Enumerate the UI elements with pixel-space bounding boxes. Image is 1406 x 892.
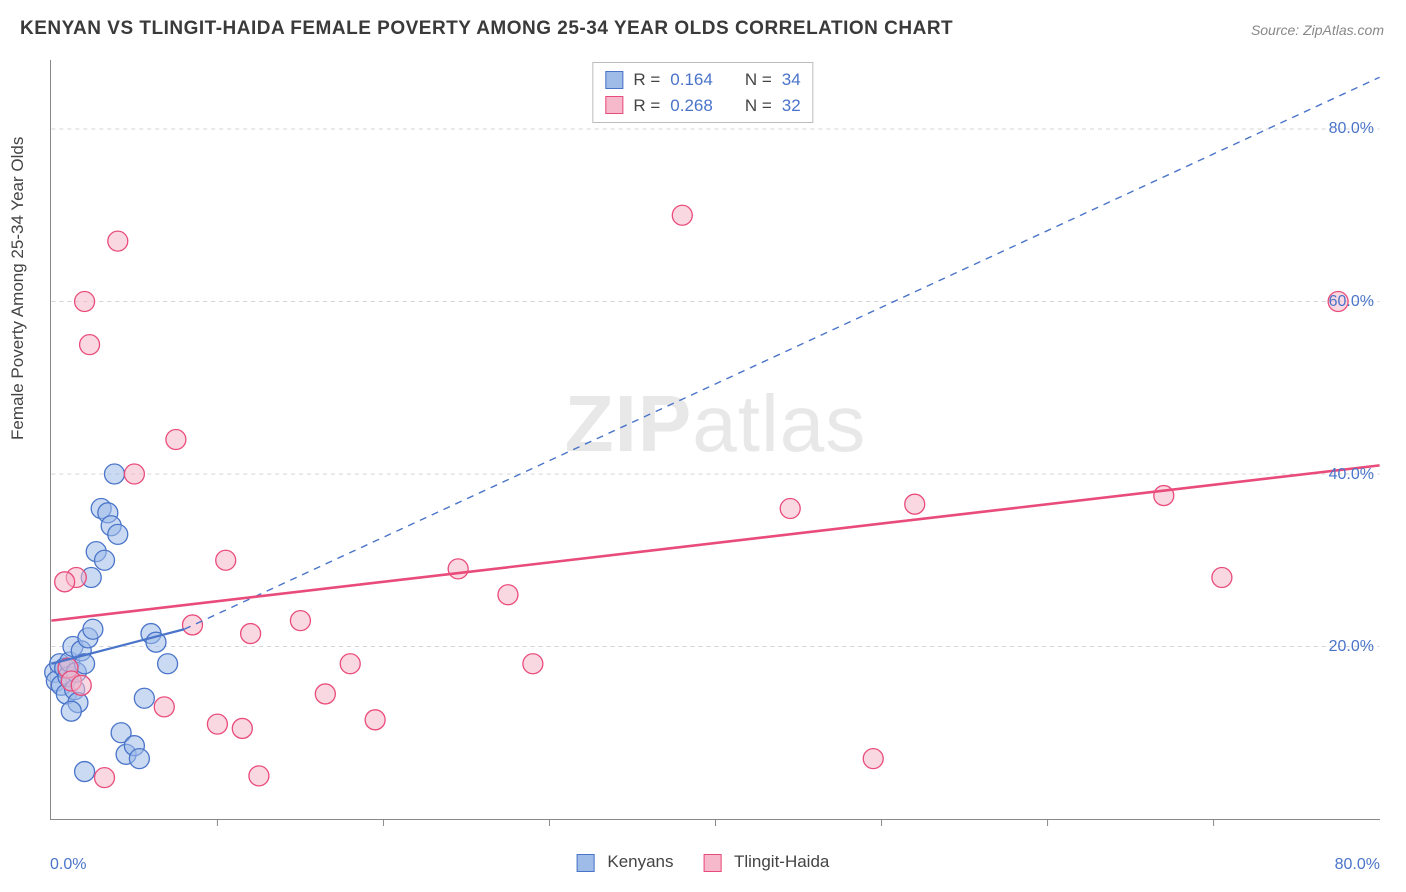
legend-label-kenyans: Kenyans [607, 852, 673, 871]
scatter-point [71, 675, 91, 695]
trend-line [51, 465, 1379, 620]
y-axis-title: Female Poverty Among 25-34 Year Olds [8, 137, 28, 440]
n-value-tlingit: 32 [782, 93, 801, 119]
scatter-point [95, 768, 115, 788]
n-value-kenyans: 34 [782, 67, 801, 93]
legend-item-kenyans: Kenyans [577, 852, 674, 872]
r-label: R = [633, 93, 660, 119]
scatter-point [124, 464, 144, 484]
scatter-point [83, 619, 103, 639]
n-label: N = [745, 67, 772, 93]
scatter-point [249, 766, 269, 786]
scatter-point [95, 550, 115, 570]
legend-stats-row-1: R = 0.268 N = 32 [605, 93, 800, 119]
x-axis-max-label: 80.0% [1335, 856, 1380, 874]
n-label: N = [745, 93, 772, 119]
trend-line-extrap [184, 77, 1379, 629]
scatter-point [134, 688, 154, 708]
scatter-point [61, 701, 81, 721]
legend-swatch-tlingit [605, 96, 623, 114]
scatter-point [863, 749, 883, 769]
legend-stats-row-0: R = 0.164 N = 34 [605, 67, 800, 93]
scatter-point [340, 654, 360, 674]
scatter-point [183, 615, 203, 635]
scatter-point [498, 585, 518, 605]
legend-swatch-tlingit [704, 854, 722, 872]
scatter-point [80, 335, 100, 355]
scatter-point [290, 611, 310, 631]
scatter-point [75, 292, 95, 312]
scatter-point [207, 714, 227, 734]
scatter-point [104, 464, 124, 484]
legend-item-tlingit: Tlingit-Haida [704, 852, 830, 872]
legend-series: Kenyans Tlingit-Haida [577, 852, 830, 872]
scatter-point [129, 749, 149, 769]
scatter-point [75, 762, 95, 782]
scatter-point [154, 697, 174, 717]
r-value-kenyans: 0.164 [670, 67, 713, 93]
plot-area: ZIPatlas 20.0%40.0%60.0%80.0% [50, 60, 1380, 820]
y-tick-label: 60.0% [1329, 293, 1374, 311]
source-label: Source: ZipAtlas.com [1251, 22, 1384, 38]
scatter-point [905, 494, 925, 514]
scatter-point [108, 231, 128, 251]
x-axis-min-label: 0.0% [50, 856, 86, 874]
r-label: R = [633, 67, 660, 93]
scatter-point [523, 654, 543, 674]
legend-swatch-kenyans [605, 71, 623, 89]
legend-stats: R = 0.164 N = 34 R = 0.268 N = 32 [592, 62, 813, 123]
scatter-point [158, 654, 178, 674]
scatter-point [55, 572, 75, 592]
scatter-point [232, 718, 252, 738]
scatter-point [448, 559, 468, 579]
y-tick-label: 80.0% [1329, 120, 1374, 138]
scatter-point [108, 524, 128, 544]
scatter-point [166, 430, 186, 450]
r-value-tlingit: 0.268 [670, 93, 713, 119]
legend-label-tlingit: Tlingit-Haida [734, 852, 829, 871]
scatter-point [672, 205, 692, 225]
y-tick-label: 40.0% [1329, 466, 1374, 484]
scatter-point [315, 684, 335, 704]
scatter-point [1212, 568, 1232, 588]
y-tick-label: 20.0% [1329, 638, 1374, 656]
chart-svg [51, 60, 1380, 819]
scatter-point [216, 550, 236, 570]
scatter-point [241, 624, 261, 644]
chart-title: KENYAN VS TLINGIT-HAIDA FEMALE POVERTY A… [20, 18, 953, 40]
scatter-point [780, 499, 800, 519]
scatter-point [365, 710, 385, 730]
legend-swatch-kenyans [577, 854, 595, 872]
